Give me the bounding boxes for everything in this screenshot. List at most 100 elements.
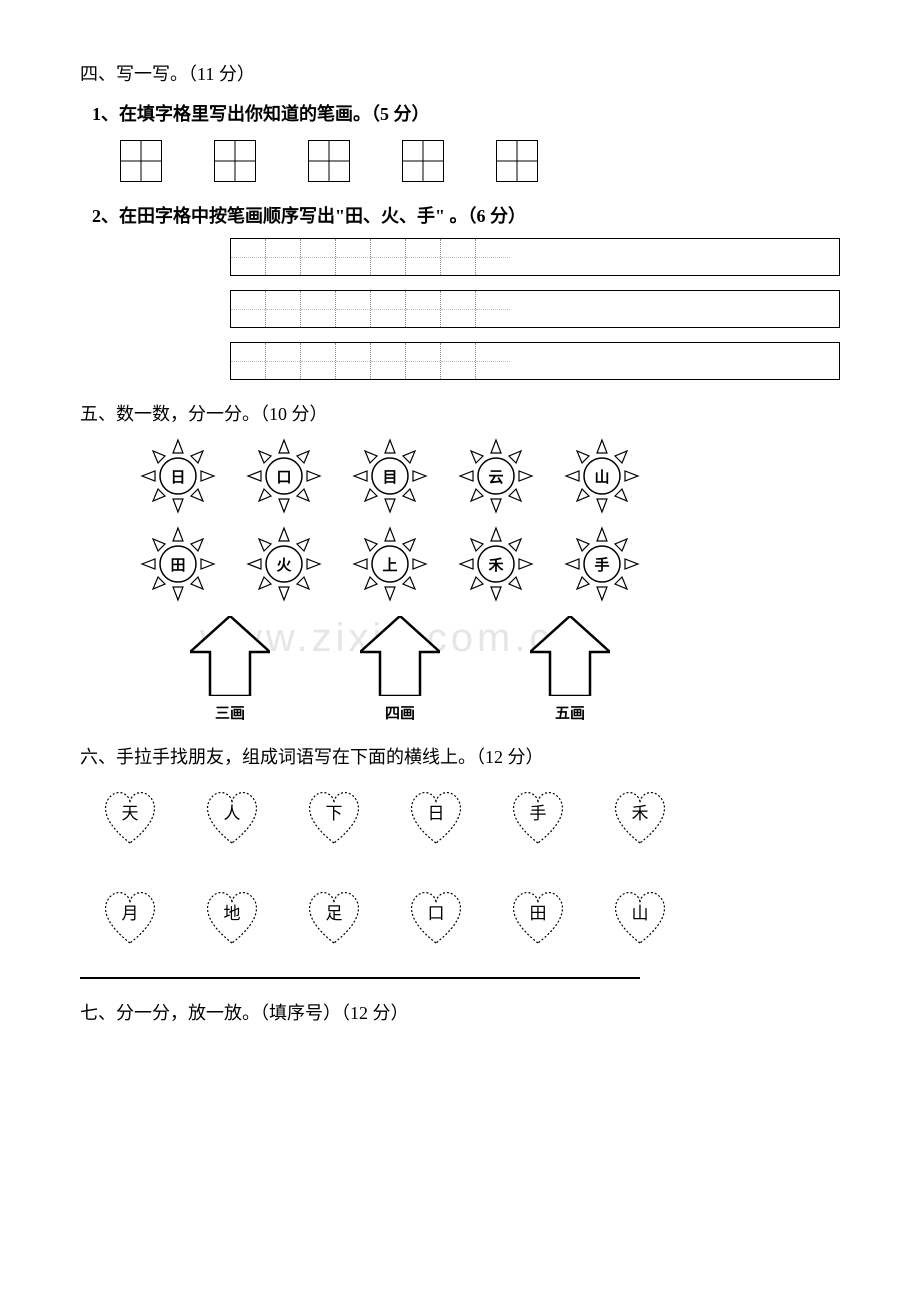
tianzi-cell [214, 140, 256, 182]
sun-char: 目 [382, 466, 397, 487]
stroke-cell [336, 239, 371, 275]
sun-item: 手 [564, 526, 640, 602]
heart-char: 地 [224, 899, 241, 924]
stroke-cell [476, 239, 510, 275]
heart-item: 足 [302, 887, 366, 947]
stroke-cell [336, 291, 371, 327]
heart-char: 月 [122, 899, 139, 924]
up-arrow-icon [360, 616, 440, 696]
heart-item: 地 [200, 887, 264, 947]
arrow-item: 五画 [530, 616, 610, 723]
heart-row-2: 月地足口田山 [98, 887, 840, 947]
up-arrow-icon [530, 616, 610, 696]
tianzi-cell [496, 140, 538, 182]
section-4-q1: 1、在填字格里写出你知道的笔画。（5 分） [92, 100, 840, 126]
stroke-cell [371, 291, 406, 327]
arrow-item: 四画 [360, 616, 440, 723]
heart-item: 下 [302, 787, 366, 847]
sun-char: 日 [170, 466, 185, 487]
heart-char: 口 [428, 899, 445, 924]
sun-item: 口 [246, 438, 322, 514]
stroke-cell [441, 239, 476, 275]
heart-char: 人 [224, 799, 241, 824]
stroke-cell [371, 343, 406, 379]
stroke-grid-row [230, 290, 840, 328]
sun-item: 火 [246, 526, 322, 602]
heart-char: 山 [632, 899, 649, 924]
sun-item: 云 [458, 438, 534, 514]
heart-char: 禾 [632, 799, 649, 824]
answer-line [80, 977, 640, 979]
heart-char: 日 [428, 799, 445, 824]
stroke-cell [231, 291, 266, 327]
sun-char: 上 [382, 554, 397, 575]
tianzi-grid-row [120, 140, 840, 182]
tianzi-cell [120, 140, 162, 182]
section-4-q2: 2、在田字格中按笔画顺序写出"田、火、手" 。（6 分） [92, 202, 840, 228]
stroke-cell [231, 239, 266, 275]
stroke-cell [301, 343, 336, 379]
heart-row-1: 天人下日手禾 [98, 787, 840, 847]
stroke-cell [266, 239, 301, 275]
sun-item: 日 [140, 438, 216, 514]
heart-item: 口 [404, 887, 468, 947]
stroke-cell [476, 291, 510, 327]
heart-char: 田 [530, 899, 547, 924]
sun-item: 上 [352, 526, 428, 602]
sun-char: 口 [276, 466, 291, 487]
section-7-title: 七、分一分，放一放。（填序号）（12 分） [80, 999, 840, 1025]
stroke-cell [441, 291, 476, 327]
stroke-cell [441, 343, 476, 379]
sun-item: 禾 [458, 526, 534, 602]
heart-char: 手 [530, 799, 547, 824]
arrow-label: 四画 [385, 702, 415, 723]
stroke-grid-row [230, 238, 840, 276]
heart-char: 下 [326, 799, 343, 824]
stroke-cell [406, 291, 441, 327]
heart-item: 手 [506, 787, 570, 847]
heart-item: 山 [608, 887, 672, 947]
sun-item: 山 [564, 438, 640, 514]
tianzi-cell [308, 140, 350, 182]
sun-row-2: 田火上禾手 [140, 526, 840, 602]
sun-item: 目 [352, 438, 428, 514]
sun-char: 云 [488, 466, 503, 487]
section-4-title: 四、写一写。（11 分） [80, 60, 840, 86]
heart-item: 禾 [608, 787, 672, 847]
heart-item: 月 [98, 887, 162, 947]
heart-char: 天 [122, 799, 139, 824]
tianzi-cell [402, 140, 444, 182]
sun-char: 火 [276, 554, 291, 575]
stroke-cell [266, 291, 301, 327]
stroke-cell [301, 291, 336, 327]
section-6-title: 六、手拉手找朋友，组成词语写在下面的横线上。（12 分） [80, 743, 840, 769]
stroke-cell [266, 343, 301, 379]
heart-item: 人 [200, 787, 264, 847]
sun-char: 禾 [488, 554, 503, 575]
arrow-row: 三画 四画 五画 [190, 616, 840, 723]
stroke-cell [406, 343, 441, 379]
stroke-cell [371, 239, 406, 275]
heart-item: 日 [404, 787, 468, 847]
sun-item: 田 [140, 526, 216, 602]
stroke-grid-row [230, 342, 840, 380]
heart-char: 足 [326, 899, 343, 924]
page-content: 四、写一写。（11 分） 1、在填字格里写出你知道的笔画。（5 分） 2、在田字… [80, 60, 840, 1025]
section-5-title: 五、数一数，分一分。（10 分） [80, 400, 840, 426]
sun-char: 山 [594, 466, 609, 487]
up-arrow-icon [190, 616, 270, 696]
stroke-cell [301, 239, 336, 275]
arrow-label: 五画 [555, 702, 585, 723]
stroke-cell [231, 343, 266, 379]
sun-row-1: 日口目云山 [140, 438, 840, 514]
sun-char: 田 [170, 554, 185, 575]
stroke-cell [336, 343, 371, 379]
heart-item: 田 [506, 887, 570, 947]
arrow-label: 三画 [215, 702, 245, 723]
arrow-item: 三画 [190, 616, 270, 723]
stroke-grid-stack [230, 238, 840, 380]
heart-item: 天 [98, 787, 162, 847]
stroke-cell [476, 343, 510, 379]
stroke-cell [406, 239, 441, 275]
sun-char: 手 [594, 554, 609, 575]
